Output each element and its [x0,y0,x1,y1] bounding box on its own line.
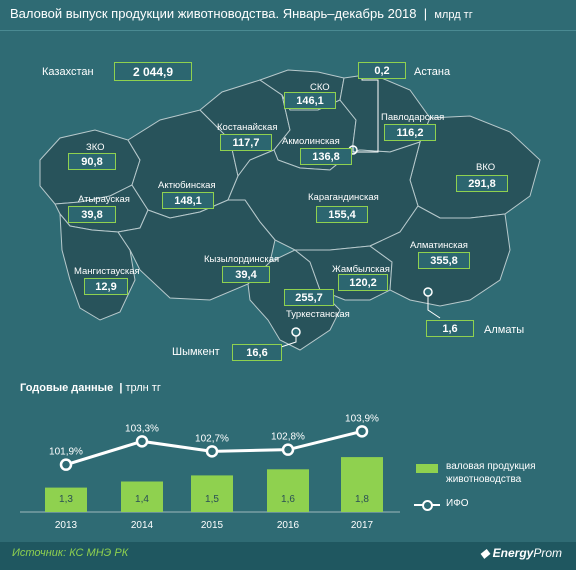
x-tick-2014: 2014 [131,520,154,531]
ifo-label-2013: 101,9% [49,447,83,458]
ifo-label-2015: 102,7% [195,433,229,444]
region-value-vko: 291,8 [456,175,508,192]
bar-2016 [267,469,309,512]
region-name-zhambyl: Жамбылская [332,264,390,275]
region-value-mangistau: 12,9 [84,278,128,295]
source-text: Источник: КС МНЭ РК [12,547,129,559]
region-value-atyrau: 39,8 [68,206,116,223]
region-name-akmola: Акмолинская [282,136,340,147]
region-name-zko: ЗКО [86,142,105,153]
brand-thin: Prom [533,546,562,560]
region-value-karaganda: 155,4 [316,206,368,223]
annual-section-title: Годовые данные | трлн тг [20,382,161,394]
bar-2017 [341,457,383,512]
region-name-aktobe: Актюбинская [158,180,216,191]
region-value-akmola: 136,8 [300,148,352,165]
legend-marker-ifo [422,500,433,511]
kazakhstan-map [39,69,541,351]
footer-bar [0,542,576,570]
legend-label-bar: валовая продукция животноводства [446,461,536,485]
region-name-kostanay: Костанайская [217,122,278,133]
region-name-mangistau: Мангистауская [74,266,140,277]
bar-2014 [121,481,163,512]
region-name-atyrau: Атырауская [78,194,130,205]
region-name-vko: ВКО [476,162,496,173]
annual-title: Годовые данные [20,382,114,394]
city-name-almaty: Алматы [484,324,525,336]
almaty-leader [427,296,441,319]
astana-leader [352,74,379,153]
bar-value-2017: 1,8 [355,494,369,505]
x-tick-2015: 2015 [201,520,224,531]
ifo-label-2016: 102,8% [271,432,305,443]
shymkent-marker [291,327,301,337]
bar-value-2013: 1,3 [59,494,73,505]
region-name-almaty: Алматинская [410,240,468,251]
region-value-almaty: 355,8 [418,252,470,269]
ifo-point-2013 [59,458,73,471]
annual-chart: 1,3 2013 1,4 2014 1,5 2015 1,6 2016 1,8 2017 101,9… [20,413,400,531]
city-name-astana: Астана [414,66,451,78]
x-tick-2013: 2013 [55,520,78,531]
header-divider [0,30,576,31]
bar-value-2015: 1,5 [205,494,219,505]
region-value-zhambyl: 120,2 [338,274,388,291]
brand-logo: ◆ EnergyProm [480,546,562,560]
brand-bold: Energy [492,546,534,560]
ifo-label-2017: 103,9% [345,413,379,424]
ifo-point-2017 [355,425,369,438]
ifo-point-2016 [281,443,295,456]
ifo-point-2014 [135,435,149,448]
city-value-astana: 0,2 [358,62,406,79]
region-value-sko: 146,1 [284,92,336,109]
bar-value-2014: 1,4 [135,494,149,505]
bar-2015 [191,475,233,512]
region-name-kyzylorda: Кызылординская [204,254,280,265]
region-name-sko: СКО [310,82,330,93]
region-name-pavlodar: Павлодарская [381,112,445,123]
city-value-shymkent: 16,6 [232,344,282,361]
region-value-kostanay: 117,7 [220,134,272,151]
region-value-zko: 90,8 [68,153,116,170]
ifo-point-2015 [205,445,219,458]
almaty-marker [423,287,433,297]
region-value-turkestan: 255,7 [284,289,334,306]
city-name-shymkent: Шымкент [172,346,220,358]
legend-swatch-bar [416,464,438,473]
title-unit: млрд тг [434,9,473,21]
bar-value-2016: 1,6 [281,494,295,505]
chart-title: Валовой выпуск продукции животноводства.… [10,6,473,21]
x-tick-2017: 2017 [351,520,374,531]
region-name-karaganda: Карагандинская [308,192,379,203]
annual-unit: трлн тг [125,382,161,394]
kazakhstan-label: Казахстан [42,66,94,78]
region-value-aktobe: 148,1 [162,192,214,209]
x-tick-2016: 2016 [277,520,300,531]
legend-label-ifo: ИФО [446,498,469,509]
kazakhstan-value: 2 044,9 [114,62,192,81]
ifo-label-2014: 103,3% [125,423,159,434]
city-value-almaty: 1,6 [426,320,474,337]
region-value-kyzylorda: 39,4 [222,266,270,283]
region-name-turkestan: Туркестанская [286,309,350,320]
bar-2013 [45,487,87,512]
region-value-pavlodar: 116,2 [384,124,436,141]
